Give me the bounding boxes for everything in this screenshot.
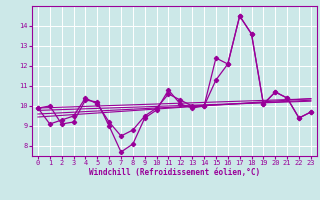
X-axis label: Windchill (Refroidissement éolien,°C): Windchill (Refroidissement éolien,°C) xyxy=(89,168,260,177)
